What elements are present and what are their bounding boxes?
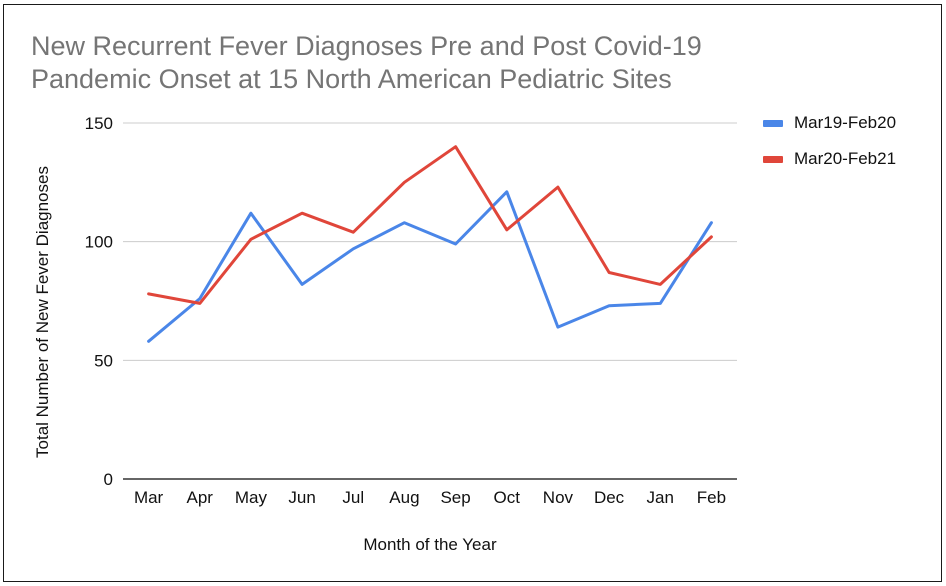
x-tick-label-aug: Aug <box>389 488 419 507</box>
legend-swatch-series-2 <box>763 156 783 163</box>
x-tick-label-sep: Sep <box>440 488 470 507</box>
x-tick-label-jan: Jan <box>647 488 674 507</box>
x-tick-label-nov: Nov <box>543 488 574 507</box>
x-tick-label-may: May <box>235 488 268 507</box>
x-tick-label-jul: Jul <box>342 488 364 507</box>
y-tick-label-50: 50 <box>94 351 113 370</box>
series-line-1 <box>147 190 713 343</box>
y-tick-label-100: 100 <box>85 233 113 252</box>
x-axis-title: Month of the Year <box>363 535 497 554</box>
x-tick-label-apr: Apr <box>187 488 214 507</box>
x-tick-label-oct: Oct <box>494 488 521 507</box>
chart-frame <box>3 4 942 582</box>
y-axis-title: Total Number of New Fever Diagnoses <box>33 166 52 458</box>
legend-label-series-1: Mar19-Feb20 <box>794 113 897 132</box>
chart-title-line-2: Pandemic Onset at 15 North American Pedi… <box>31 64 672 94</box>
x-tick-label-feb: Feb <box>697 488 726 507</box>
y-tick-label-0: 0 <box>104 470 113 489</box>
legend-label-series-2: Mar20-Feb21 <box>794 149 897 168</box>
x-tick-label-mar: Mar <box>134 488 164 507</box>
series-line-2 <box>147 145 713 305</box>
x-tick-label-jun: Jun <box>288 488 315 507</box>
chart-title: New Recurrent Fever Diagnoses Pre and Po… <box>31 30 791 96</box>
legend-swatch-series-1 <box>763 120 783 127</box>
y-tick-label-150: 150 <box>85 114 113 133</box>
x-tick-label-dec: Dec <box>594 488 625 507</box>
chart-title-line-1: New Recurrent Fever Diagnoses Pre and Po… <box>31 31 702 61</box>
